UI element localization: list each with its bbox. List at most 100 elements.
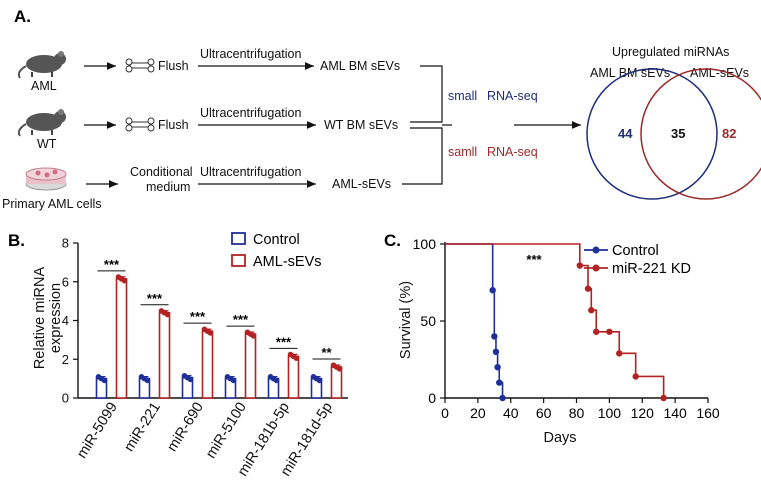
data-point (293, 355, 300, 361)
data-point (496, 379, 503, 386)
product-aml-bm-sevs: AML BM sEVs (320, 59, 400, 73)
data-point (593, 328, 600, 335)
x-tick-label: miR-5100 (203, 400, 250, 462)
data-point (616, 350, 623, 357)
y-tick-label: 4 (62, 313, 69, 328)
significance-label: *** (190, 309, 206, 324)
y-tick-label: 50 (420, 313, 436, 329)
x-tick-label: 120 (631, 405, 655, 421)
seq-label-rnaseq: RNA-seq (487, 89, 538, 103)
data-point (336, 366, 343, 372)
survival-curve (445, 243, 504, 398)
venn-left-circle (586, 68, 718, 200)
mouse-icon (17, 109, 66, 137)
culture-dish-icon (25, 167, 67, 191)
x-tick-label: miR-5099 (74, 400, 121, 462)
product-aml-sevs: AML-sEVs (332, 177, 391, 191)
bar (115, 278, 128, 399)
y-tick-label: 2 (62, 352, 69, 367)
legend-label: Control (612, 243, 659, 259)
legend-marker (592, 246, 600, 254)
seq-label-samll: samll (448, 145, 477, 159)
step-ultracentrifugation: Ultracentrifugation (200, 106, 301, 120)
venn-overlap-count: 35 (671, 126, 685, 141)
y-tick-label: 8 (62, 236, 69, 251)
data-point (250, 333, 257, 339)
venn-left-count: 44 (618, 126, 633, 141)
bone-icon (125, 117, 155, 132)
step-conditional: Conditional (130, 165, 193, 179)
panel-letter-c: C. (384, 231, 401, 250)
venn-right-count: 82 (722, 126, 736, 141)
data-point (491, 333, 498, 340)
y-tick-label: 6 (62, 274, 69, 289)
significance-label: *** (526, 252, 542, 267)
step-ultracentrifugation: Ultracentrifugation (200, 165, 301, 179)
product-wt-bm-sevs: WT BM sEVs (324, 118, 398, 132)
legend-label: AML-sEVs (253, 254, 322, 270)
bar (287, 355, 300, 399)
mouse-icon (17, 51, 66, 79)
significance-label: ** (321, 345, 332, 360)
y-tick-label: 0 (428, 390, 436, 406)
comparison-brackets (402, 65, 452, 185)
seq-label-small: small (448, 89, 477, 103)
significance-label: *** (233, 312, 249, 327)
step-medium: medium (146, 180, 190, 194)
data-point (576, 262, 583, 269)
step-flush: Flush (158, 59, 189, 73)
data-point (164, 311, 171, 318)
x-tick-label: 20 (470, 405, 486, 421)
bar-ylabel: Relative miRNA (32, 267, 48, 370)
data-point (632, 373, 639, 380)
data-point (492, 348, 500, 355)
data-point (660, 394, 667, 402)
data-point (230, 377, 237, 384)
source-label-aml: AML (31, 79, 57, 93)
legend-label: miR-221 KD (612, 261, 691, 277)
x-tick-label: miR-221 (121, 400, 164, 455)
survival-curve (445, 243, 665, 398)
step-ultracentrifugation: Ultracentrifugation (200, 47, 301, 61)
km-xlabel: Days (543, 430, 576, 446)
bar (158, 311, 171, 399)
bone-icon (125, 58, 155, 73)
data-point (494, 364, 501, 371)
data-point (144, 377, 151, 384)
x-tick-label: 80 (569, 405, 585, 421)
y-tick-label: 100 (413, 236, 437, 252)
x-tick-label: 0 (441, 405, 449, 421)
bar-chart: 0 2 4 6 8 *** miR-5099 *** miR-221 *** miR-690 *** m… (62, 232, 348, 479)
source-label-primary: Primary AML cells (2, 197, 102, 211)
bar (201, 330, 214, 399)
data-point (489, 287, 496, 294)
data-point (588, 307, 595, 314)
data-point (584, 285, 592, 292)
significance-label: *** (104, 257, 120, 272)
significance-label: *** (276, 334, 292, 349)
data-point (101, 377, 108, 384)
x-tick-label: 40 (503, 405, 519, 421)
data-point (187, 376, 194, 383)
legend-label: Control (253, 232, 300, 248)
bar (330, 366, 343, 399)
data-point (121, 277, 128, 284)
significance-label: *** (147, 291, 163, 306)
legend-swatch (231, 254, 246, 267)
venn-title: Upregulated miRNAs (612, 45, 729, 59)
x-tick-label: 160 (696, 405, 720, 421)
y-tick-label: 0 (62, 391, 69, 406)
venn-right-circle (640, 68, 761, 200)
x-tick-label: 100 (598, 405, 622, 421)
bar (244, 333, 257, 399)
data-point (606, 328, 613, 335)
x-tick-label: miR-690 (164, 400, 207, 455)
x-tick-label: 60 (536, 405, 552, 421)
seq-label-rnaseq: RNA-seq (487, 145, 538, 159)
step-flush: Flush (158, 118, 189, 132)
km-chart: 0 50 100 0 20 40 60 80 100 120 140 160 Control miR-22… (413, 236, 720, 421)
x-tick-label: 140 (663, 405, 687, 421)
km-ylabel: Survival (%) (398, 281, 414, 359)
data-point (316, 377, 323, 384)
